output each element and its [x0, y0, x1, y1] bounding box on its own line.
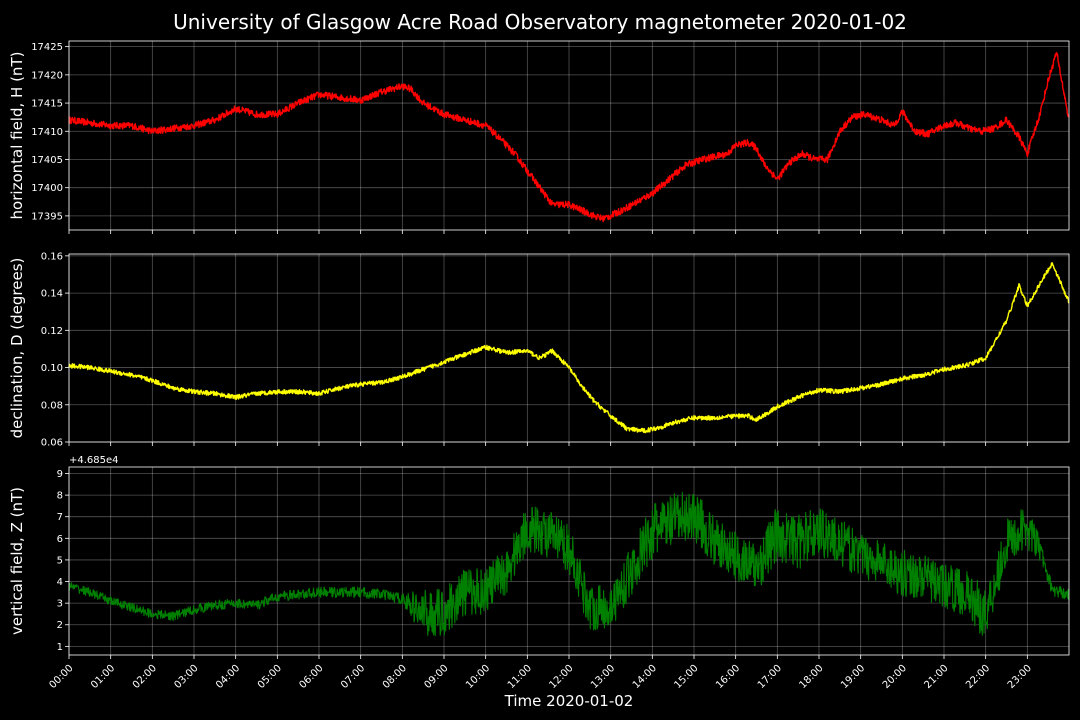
- horizontal-field-ytick-label: 17425: [31, 42, 63, 53]
- declination-ylabel: declination, D (degrees): [8, 258, 26, 439]
- vertical-field-offset-text: +4.685e4: [69, 455, 119, 466]
- vertical-field-series-line: [68, 491, 1070, 637]
- vertical-field-ytick-label: 1: [57, 642, 63, 653]
- declination-ytick-label: 0.14: [41, 289, 63, 300]
- horizontal-field-series-line: [68, 51, 1070, 223]
- vertical-field-ytick-label: 9: [57, 469, 63, 480]
- vertical-field-ytick-label: 4: [57, 577, 63, 588]
- horizontal-field-panel: 17395 17400 17405 17410 17415 17420 17425 horiz…: [8, 40, 1070, 234]
- horizontal-field-ytick-label: 17420: [31, 70, 63, 81]
- declination-ytick-label: 0.06: [41, 438, 63, 449]
- declination-ytick-label: 0.16: [41, 251, 63, 262]
- declination-ytick-label: 0.12: [41, 326, 63, 337]
- declination-ytick-label: 0.08: [41, 400, 63, 411]
- horizontal-field-ytick-label: 17405: [31, 155, 63, 166]
- vertical-field-ytick-label: 7: [57, 512, 63, 523]
- figure-title: University of Glasgow Acre Road Observat…: [173, 10, 907, 34]
- declination-series-line: [68, 262, 1070, 434]
- declination-ytick-label: 0.10: [41, 363, 63, 374]
- vertical-field-ytick-label: 3: [57, 599, 63, 610]
- vertical-field-ytick-label: 8: [57, 491, 63, 502]
- horizontal-field-ylabel: horizontal field, H (nT): [8, 52, 26, 220]
- vertical-field-ylabel: vertical field, Z (nT): [8, 487, 26, 635]
- vertical-field-ytick-label: 5: [57, 555, 63, 566]
- horizontal-field-ytick-label: 17400: [31, 183, 63, 194]
- horizontal-field-ytick-label: 17415: [31, 99, 63, 110]
- declination-panel: 0.06 0.08 0.10 0.12 0.14 0.16 declination, D (…: [8, 251, 1070, 449]
- vertical-field-ytick-label: 2: [57, 620, 63, 631]
- xlabel: Time 2020-01-02: [504, 692, 634, 710]
- horizontal-field-ytick-label: 17395: [31, 211, 63, 222]
- vertical-field-ytick-label: 6: [57, 534, 63, 545]
- horizontal-field-ytick-label: 17410: [31, 127, 63, 138]
